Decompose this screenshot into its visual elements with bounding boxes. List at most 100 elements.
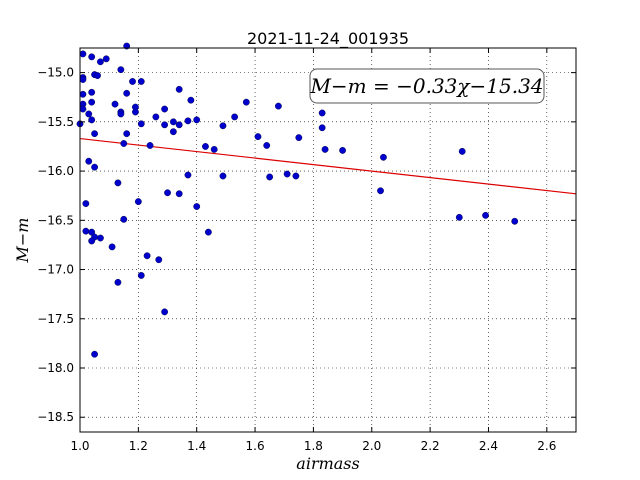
y-axis-label: M−m	[13, 218, 32, 264]
data-point	[91, 163, 98, 171]
data-point	[114, 278, 122, 286]
data-point	[318, 109, 326, 117]
data-point	[123, 89, 131, 97]
data-point	[88, 88, 96, 96]
data-point	[146, 142, 154, 149]
data-point	[283, 170, 291, 178]
x-axis-ticks: 1.0 1.2 1.4 1.6 1.8 2.0 2.2 2.4 2.6	[70, 48, 556, 453]
grid-lines	[80, 48, 576, 432]
data-point	[91, 350, 98, 358]
data-point	[155, 256, 163, 264]
data-point	[137, 272, 145, 279]
plot-frame	[79, 47, 577, 433]
annotation-box	[309, 68, 545, 104]
data-point	[114, 179, 122, 187]
data-point	[202, 143, 209, 150]
data-point	[137, 120, 145, 128]
data-point	[231, 113, 239, 121]
data-point	[79, 50, 87, 58]
y-tick-label: −15.5	[37, 115, 74, 129]
data-point	[193, 116, 201, 124]
data-point	[193, 203, 201, 210]
data-point	[511, 217, 519, 225]
data-point	[88, 98, 96, 106]
fit-line	[79, 137, 577, 195]
data-point	[143, 252, 151, 260]
data-point	[295, 134, 303, 142]
data-point	[184, 117, 192, 125]
data-point	[129, 78, 136, 85]
data-point	[120, 215, 128, 223]
y-tick-label: −18.5	[37, 410, 74, 424]
data-point	[164, 189, 171, 197]
data-point	[204, 228, 212, 236]
data-point	[380, 153, 387, 161]
data-point	[219, 172, 227, 180]
y-tick-label: −18.0	[37, 361, 74, 375]
data-point	[102, 55, 110, 63]
data-point	[79, 105, 87, 113]
data-point	[123, 130, 131, 138]
fit-line-group	[79, 137, 577, 195]
x-tick-label: 2.2	[421, 439, 440, 453]
data-point	[132, 108, 139, 116]
data-point	[321, 146, 329, 153]
data-point	[169, 128, 177, 136]
data-point	[169, 118, 177, 126]
data-point	[79, 90, 87, 98]
data-point	[85, 157, 93, 165]
x-tick-label: 1.2	[129, 439, 148, 453]
data-point	[85, 110, 93, 118]
data-point	[242, 98, 250, 106]
annotation-text: M−m = −0.33χ−15.34	[309, 74, 543, 98]
chart-title: 2021-11-24_001935	[247, 29, 409, 49]
data-point	[184, 171, 192, 179]
data-point	[97, 234, 104, 242]
y-tick-label: −16.0	[37, 164, 74, 178]
data-point	[152, 113, 160, 121]
data-point	[219, 122, 227, 130]
y-tick-label: −16.5	[37, 213, 74, 227]
data-point	[88, 237, 96, 245]
x-tick-label: 1.8	[304, 439, 323, 453]
x-tick-label: 2.6	[537, 439, 556, 453]
x-tick-label: 1.4	[187, 439, 206, 453]
data-point	[111, 100, 119, 108]
data-point	[97, 58, 104, 66]
fit-annotation: M−m = −0.33χ−15.34	[309, 68, 545, 104]
y-tick-label: −17.5	[37, 312, 74, 326]
data-point	[117, 110, 125, 118]
data-point	[137, 78, 145, 85]
data-point	[458, 147, 466, 155]
data-point	[254, 133, 262, 141]
data-point	[82, 227, 90, 235]
y-tick-label: −17.0	[37, 263, 74, 277]
data-point	[79, 76, 87, 83]
data-point	[88, 53, 96, 61]
data-point	[377, 187, 384, 195]
x-tick-label: 1.6	[246, 439, 265, 453]
data-point	[108, 243, 116, 251]
data-point	[274, 102, 282, 110]
data-point	[292, 172, 300, 180]
data-point	[187, 96, 195, 104]
data-point	[94, 72, 101, 79]
data-point	[161, 121, 169, 129]
data-point	[175, 121, 183, 129]
data-point	[318, 124, 326, 132]
data-point	[455, 213, 463, 221]
data-point	[161, 308, 169, 316]
data-point	[266, 173, 274, 181]
data-point	[134, 198, 142, 206]
data-point	[210, 146, 218, 153]
x-tick-label: 1.0	[70, 439, 89, 453]
data-point	[82, 200, 90, 207]
data-points	[76, 42, 519, 358]
data-point	[263, 142, 271, 149]
data-point	[161, 105, 169, 113]
y-axis-ticks: −15.0 −15.5 −16.0 −16.5 −17.0 −17.5 −18.0 −18.5	[37, 66, 576, 424]
data-point	[482, 211, 489, 219]
x-tick-label: 2.0	[362, 439, 381, 453]
y-tick-label: −15.0	[37, 66, 74, 80]
